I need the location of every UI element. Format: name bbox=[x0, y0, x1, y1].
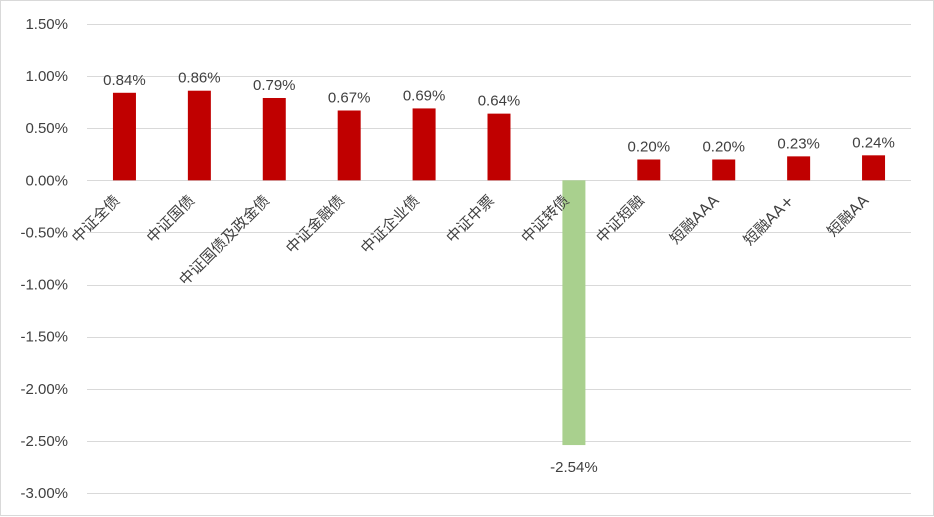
bar-1 bbox=[187, 90, 211, 181]
bar-0 bbox=[112, 92, 136, 181]
y-tick-label: -2.00% bbox=[20, 381, 68, 398]
y-tick-label: 0.50% bbox=[25, 120, 68, 137]
category-label: 短融AAA bbox=[666, 191, 723, 248]
y-tick-label: 1.00% bbox=[25, 68, 68, 85]
data-label: 0.79% bbox=[253, 77, 296, 94]
bar-2 bbox=[262, 97, 286, 181]
bar-3 bbox=[337, 110, 361, 181]
category-label: 中证国债 bbox=[143, 191, 198, 246]
data-label: 0.86% bbox=[178, 70, 221, 87]
data-label: 0.24% bbox=[852, 134, 895, 151]
category-label: 短融AA+ bbox=[740, 191, 798, 249]
data-label: 0.20% bbox=[628, 138, 671, 155]
y-tick-label: -1.50% bbox=[20, 329, 68, 346]
data-label: 0.69% bbox=[403, 87, 446, 104]
bar-9 bbox=[787, 156, 811, 181]
data-label: 0.67% bbox=[328, 90, 371, 107]
bars bbox=[112, 90, 886, 446]
bar-6 bbox=[562, 180, 586, 446]
gridlines bbox=[87, 24, 911, 494]
y-tick-label: 1.50% bbox=[25, 16, 68, 33]
y-tick-label: -1.00% bbox=[20, 277, 68, 294]
bar-4 bbox=[412, 108, 436, 181]
data-label: 0.20% bbox=[702, 138, 745, 155]
bar-7 bbox=[637, 159, 661, 181]
category-label: 中证中票 bbox=[443, 191, 498, 246]
category-label: 中证全债 bbox=[68, 191, 123, 246]
category-label: 中证短融 bbox=[592, 191, 647, 246]
data-labels: 0.84% 0.86% 0.79% 0.67% 0.69% 0.64% -2.54% 0.20… bbox=[103, 70, 895, 476]
category-label: 中证金融债 bbox=[282, 191, 348, 257]
y-tick-label: -3.00% bbox=[20, 485, 68, 502]
y-tick-label: -2.50% bbox=[20, 433, 68, 450]
bar-10 bbox=[862, 155, 886, 181]
bar-8 bbox=[712, 159, 736, 181]
y-tick-label: 0.00% bbox=[25, 172, 68, 189]
data-label: 0.84% bbox=[103, 72, 146, 89]
bar-5 bbox=[487, 113, 511, 181]
data-label: -2.54% bbox=[550, 459, 598, 476]
category-label: 中证企业债 bbox=[357, 191, 423, 257]
data-label: 0.64% bbox=[478, 93, 521, 110]
y-tick-label: -0.50% bbox=[20, 224, 68, 241]
data-label: 0.23% bbox=[777, 135, 820, 152]
y-axis-tick-labels: 1.50% 1.00% 0.50% 0.00% -0.50% -1.00% -1.50% -2… bbox=[20, 16, 68, 502]
